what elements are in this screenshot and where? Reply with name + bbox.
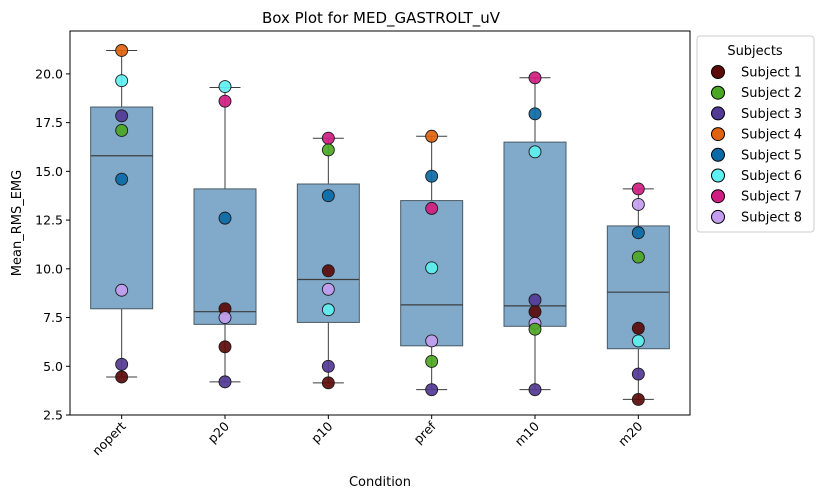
data-point-subject-5 <box>115 172 129 186</box>
data-point-subject-1 <box>321 376 335 390</box>
data-point-subject-5 <box>218 211 232 225</box>
data-point-subject-6 <box>425 261 439 275</box>
data-point-subject-3 <box>218 375 232 389</box>
data-point-subject-7 <box>321 131 335 145</box>
data-point-subject-3 <box>321 359 335 373</box>
box-p20 <box>193 188 257 325</box>
data-point-subject-7 <box>218 94 232 108</box>
box-nopert <box>90 106 154 310</box>
y-tick-label: 10.0 <box>35 261 63 276</box>
data-point-subject-2 <box>425 354 439 368</box>
data-point-subject-3 <box>528 293 542 307</box>
legend-marker-8 <box>711 209 725 224</box>
data-point-subject-2 <box>321 143 335 157</box>
y-tick-label: 2.5 <box>43 408 63 423</box>
data-point-subject-8 <box>321 282 335 296</box>
legend-marker-6 <box>711 168 725 183</box>
data-point-subject-3 <box>115 357 129 371</box>
plot-frame <box>69 30 691 416</box>
data-point-subject-1 <box>218 340 232 354</box>
data-point-subject-1 <box>115 370 129 384</box>
y-tick-label: 15.0 <box>35 164 63 179</box>
data-point-subject-7 <box>528 71 542 85</box>
legend-label-7: Subject 7 <box>741 190 802 205</box>
plot-area <box>90 44 670 406</box>
legend-label-3: Subject 3 <box>741 107 802 122</box>
data-point-subject-4 <box>115 44 129 57</box>
data-point-subject-5 <box>528 107 542 121</box>
data-point-subject-6 <box>115 74 129 88</box>
data-point-subject-1 <box>631 321 645 335</box>
box-p10 <box>296 183 360 323</box>
legend-marker-3 <box>711 106 725 121</box>
legend-title: Subjects <box>727 44 783 59</box>
data-point-subject-3 <box>528 383 542 397</box>
legend-frame <box>696 35 815 233</box>
data-point-subject-6 <box>631 334 645 348</box>
data-point-subject-8 <box>115 283 129 297</box>
legend-label-8: Subject 8 <box>741 210 802 225</box>
data-point-subject-7 <box>425 201 439 215</box>
data-point-subject-6 <box>321 303 335 317</box>
legend-label-6: Subject 6 <box>741 169 802 184</box>
data-point-subject-8 <box>631 198 645 211</box>
data-point-subject-8 <box>425 334 439 348</box>
data-point-subject-5 <box>631 226 645 240</box>
data-point-subject-5 <box>425 169 439 183</box>
legend: Subjects Subject 1 Subject 2 Subject 3 Subj… <box>696 35 815 233</box>
data-point-subject-1 <box>631 392 645 406</box>
legend-marker-5 <box>711 147 725 162</box>
x-axis-label: Condition <box>349 475 411 490</box>
legend-marker-1 <box>711 65 725 79</box>
legend-label-2: Subject 2 <box>741 86 802 101</box>
y-tick-label: 5.0 <box>43 359 63 374</box>
data-point-subject-2 <box>631 250 645 264</box>
legend-label-5: Subject 5 <box>741 148 802 163</box>
data-point-subject-4 <box>425 129 439 143</box>
data-point-subject-2 <box>528 322 542 336</box>
y-tick-label: 12.5 <box>35 213 63 228</box>
data-point-subject-3 <box>631 367 645 381</box>
legend-label-1: Subject 1 <box>741 66 802 81</box>
legend-marker-7 <box>711 189 725 204</box>
legend-marker-4 <box>711 127 725 142</box>
data-point-subject-1 <box>321 264 335 278</box>
data-point-subject-7 <box>631 182 645 196</box>
legend-marker-2 <box>711 85 725 100</box>
data-point-subject-3 <box>115 109 129 123</box>
y-axis-label: Mean_RMS_EMG <box>10 170 25 276</box>
y-tick-label: 20.0 <box>35 66 63 81</box>
data-point-subject-3 <box>425 383 439 397</box>
data-point-subject-8 <box>218 311 232 324</box>
data-point-subject-2 <box>115 123 129 137</box>
y-axis-ticks: 2.5 5.0 7.5 10.0 12.5 15.0 17.5 20.0 <box>35 66 70 423</box>
data-point-subject-6 <box>528 145 542 159</box>
data-point-subject-5 <box>321 189 335 203</box>
y-tick-label: 7.5 <box>43 310 63 325</box>
legend-label-4: Subject 4 <box>741 128 802 143</box>
chart-title: Box Plot for MED_GASTROLT_uV <box>262 9 501 28</box>
data-point-subject-1 <box>528 305 542 319</box>
y-tick-label: 17.5 <box>35 115 63 130</box>
data-point-subject-6 <box>218 80 232 94</box>
